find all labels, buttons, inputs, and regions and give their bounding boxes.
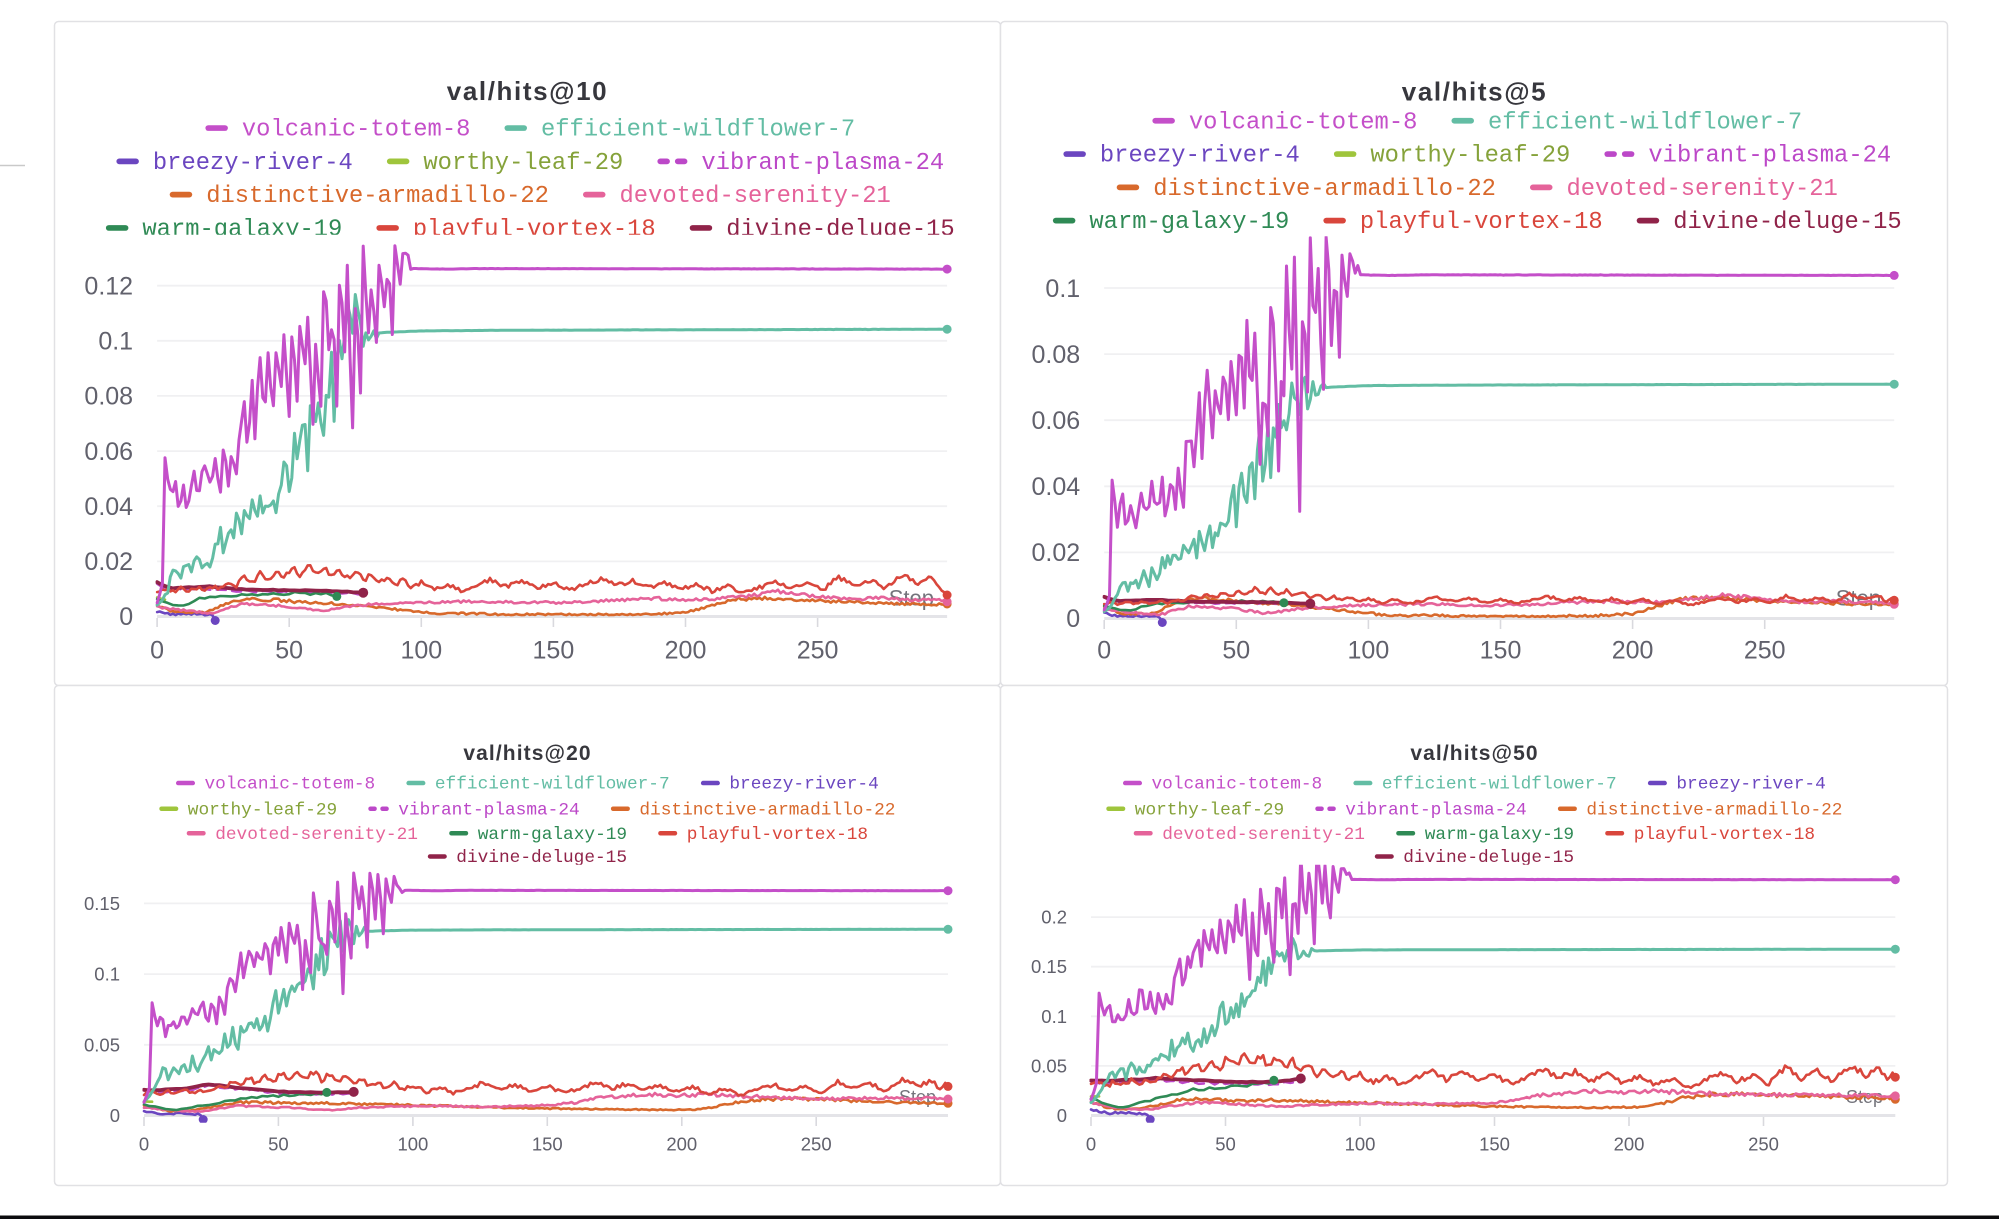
svg-text:100: 100 (397, 1134, 428, 1155)
svg-text:0.06: 0.06 (1032, 407, 1081, 435)
svg-text:250: 250 (1744, 637, 1786, 665)
svg-text:0.15: 0.15 (1031, 956, 1067, 977)
svg-text:volcanic-totem-8: volcanic-totem-8 (205, 775, 376, 795)
svg-text:0.1: 0.1 (1041, 1006, 1067, 1027)
svg-text:playful-vortex-18: playful-vortex-18 (413, 217, 656, 244)
svg-text:playful-vortex-18: playful-vortex-18 (1360, 209, 1603, 236)
svg-text:50: 50 (1222, 637, 1250, 665)
svg-text:playful-vortex-18: playful-vortex-18 (1634, 825, 1815, 845)
svg-text:0.02: 0.02 (1032, 539, 1081, 567)
svg-text:vibrant-plasma-24: vibrant-plasma-24 (701, 150, 944, 177)
svg-text:200: 200 (666, 1134, 697, 1155)
svg-text:playful-vortex-18: playful-vortex-18 (687, 825, 868, 845)
svg-text:efficient-wildflower-7: efficient-wildflower-7 (1488, 109, 1802, 136)
svg-text:worthy-leaf-29: worthy-leaf-29 (1370, 143, 1570, 170)
svg-text:250: 250 (797, 637, 839, 665)
svg-text:distinctive-armadillo-22: distinctive-armadillo-22 (1586, 800, 1842, 820)
svg-text:250: 250 (801, 1134, 832, 1155)
svg-text:breezy-river-4: breezy-river-4 (729, 775, 878, 795)
svg-text:devoted-serenity-21: devoted-serenity-21 (1567, 176, 1838, 203)
svg-text:0: 0 (150, 637, 164, 665)
svg-text:devoted-serenity-21: devoted-serenity-21 (215, 825, 418, 845)
svg-text:val/hits@20: val/hits@20 (463, 742, 591, 765)
svg-text:distinctive-armadillo-22: distinctive-armadillo-22 (206, 183, 549, 210)
svg-text:0.06: 0.06 (84, 438, 133, 466)
svg-text:50: 50 (268, 1134, 289, 1155)
svg-text:0.1: 0.1 (98, 328, 133, 356)
svg-text:warm-galaxy-19: warm-galaxy-19 (1089, 209, 1289, 236)
svg-text:efficient-wildflower-7: efficient-wildflower-7 (1382, 775, 1617, 795)
svg-text:volcanic-totem-8: volcanic-totem-8 (1152, 775, 1323, 795)
svg-text:val/hits@50: val/hits@50 (1410, 742, 1538, 765)
svg-text:0.08: 0.08 (84, 383, 133, 411)
svg-text:250: 250 (1748, 1134, 1779, 1155)
svg-text:0.05: 0.05 (84, 1034, 120, 1055)
svg-text:0: 0 (1066, 605, 1080, 633)
svg-text:150: 150 (532, 1134, 563, 1155)
svg-text:100: 100 (1348, 637, 1390, 665)
svg-text:devoted-serenity-21: devoted-serenity-21 (1162, 825, 1365, 845)
svg-text:0: 0 (1086, 1134, 1096, 1155)
svg-text:efficient-wildflower-7: efficient-wildflower-7 (541, 117, 855, 144)
svg-text:distinctive-armadillo-22: distinctive-armadillo-22 (639, 800, 895, 820)
svg-text:Step: Step (1846, 1087, 1883, 1107)
svg-text:val/hits@10: val/hits@10 (447, 76, 608, 106)
svg-text:0.15: 0.15 (84, 893, 120, 914)
svg-text:breezy-river-4: breezy-river-4 (1676, 775, 1825, 795)
svg-text:warm-galaxy-19: warm-galaxy-19 (478, 825, 627, 845)
svg-text:200: 200 (1614, 1134, 1645, 1155)
svg-text:0: 0 (1057, 1105, 1067, 1126)
svg-text:efficient-wildflower-7: efficient-wildflower-7 (435, 775, 670, 795)
svg-text:200: 200 (665, 637, 707, 665)
svg-text:breezy-river-4: breezy-river-4 (153, 150, 353, 177)
svg-text:warm-galaxy-19: warm-galaxy-19 (142, 217, 342, 244)
svg-text:50: 50 (275, 637, 303, 665)
svg-text:0.05: 0.05 (1031, 1055, 1067, 1076)
svg-text:0.08: 0.08 (1032, 341, 1081, 369)
svg-text:vibrant-plasma-24: vibrant-plasma-24 (1648, 143, 1891, 170)
svg-text:150: 150 (1479, 1134, 1510, 1155)
svg-text:volcanic-totem-8: volcanic-totem-8 (1189, 109, 1418, 136)
svg-text:100: 100 (1345, 1134, 1376, 1155)
svg-text:0.04: 0.04 (84, 493, 133, 521)
svg-text:vibrant-plasma-24: vibrant-plasma-24 (398, 800, 579, 820)
svg-text:divine-deluge-15: divine-deluge-15 (726, 217, 955, 244)
svg-text:val/hits@5: val/hits@5 (1402, 77, 1547, 107)
svg-text:0.1: 0.1 (94, 964, 120, 985)
svg-text:0.02: 0.02 (84, 548, 133, 576)
svg-text:vibrant-plasma-24: vibrant-plasma-24 (1345, 800, 1526, 820)
svg-text:divine-deluge-15: divine-deluge-15 (1673, 209, 1902, 236)
svg-text:divine-deluge-15: divine-deluge-15 (456, 848, 627, 868)
svg-text:worthy-leaf-29: worthy-leaf-29 (188, 800, 337, 820)
svg-text:150: 150 (1480, 637, 1522, 665)
svg-text:0.1: 0.1 (1045, 275, 1080, 303)
svg-text:volcanic-totem-8: volcanic-totem-8 (242, 117, 471, 144)
svg-text:warm-galaxy-19: warm-galaxy-19 (1425, 825, 1574, 845)
svg-text:0.04: 0.04 (1032, 473, 1081, 501)
svg-text:breezy-river-4: breezy-river-4 (1100, 143, 1300, 170)
svg-text:100: 100 (400, 637, 442, 665)
svg-text:50: 50 (1215, 1134, 1236, 1155)
svg-text:0: 0 (1097, 637, 1111, 665)
svg-text:divine-deluge-15: divine-deluge-15 (1403, 848, 1574, 868)
svg-text:0.2: 0.2 (1041, 907, 1067, 928)
svg-text:200: 200 (1612, 637, 1654, 665)
svg-text:150: 150 (533, 637, 575, 665)
svg-text:worthy-leaf-29: worthy-leaf-29 (423, 150, 623, 177)
svg-text:distinctive-armadillo-22: distinctive-armadillo-22 (1153, 176, 1496, 203)
svg-text:0: 0 (119, 603, 133, 631)
svg-text:devoted-serenity-21: devoted-serenity-21 (620, 183, 891, 210)
svg-text:worthy-leaf-29: worthy-leaf-29 (1135, 800, 1284, 820)
svg-text:0.12: 0.12 (84, 272, 133, 300)
svg-text:0: 0 (110, 1105, 120, 1126)
svg-text:0: 0 (139, 1134, 149, 1155)
